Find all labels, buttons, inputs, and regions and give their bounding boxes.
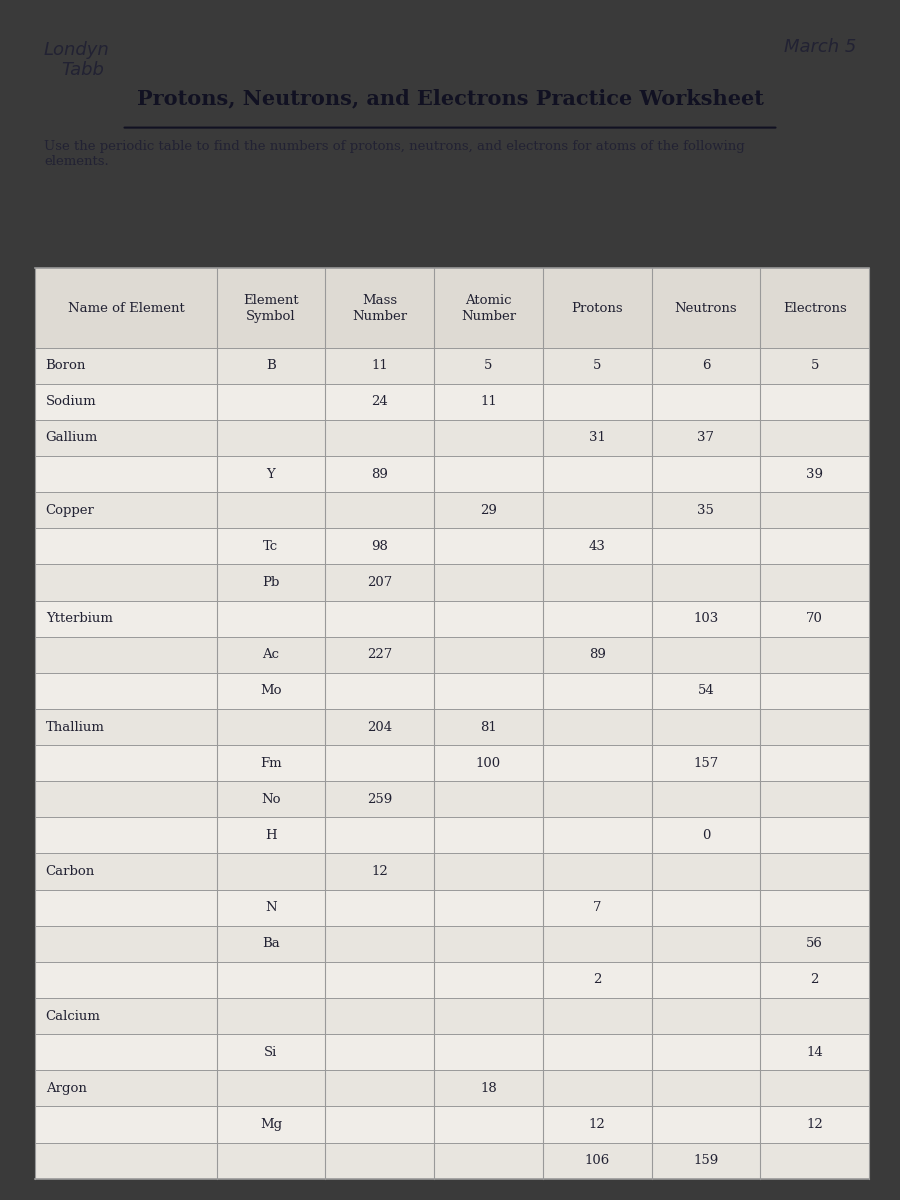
Text: Argon: Argon [46,1082,86,1094]
Bar [35,709,869,745]
Bar [35,962,869,998]
Text: 70: 70 [806,612,824,625]
Text: 159: 159 [693,1154,718,1168]
Text: 11: 11 [480,395,497,408]
Text: Y: Y [266,468,275,480]
Text: 39: 39 [806,468,824,480]
Text: 37: 37 [698,432,715,444]
Text: Mass
Number: Mass Number [352,294,407,323]
Text: Electrons: Electrons [783,301,847,314]
Bar [35,492,869,528]
Text: Tc: Tc [264,540,278,553]
Text: 14: 14 [806,1045,823,1058]
Text: 7: 7 [593,901,601,914]
Text: 6: 6 [702,359,710,372]
Text: 89: 89 [371,468,388,480]
Text: 204: 204 [367,720,392,733]
Text: Carbon: Carbon [46,865,94,878]
Text: Protons: Protons [572,301,623,314]
Text: Mo: Mo [260,684,282,697]
Text: Boron: Boron [46,359,86,372]
Text: 2: 2 [593,973,601,986]
Text: Copper: Copper [46,504,94,517]
Text: B: B [266,359,275,372]
Bar [35,420,869,456]
Bar [35,564,869,600]
Bar [35,817,869,853]
Text: 5: 5 [811,359,819,372]
Text: Neutrons: Neutrons [675,301,737,314]
Bar [35,348,869,384]
Text: N: N [266,901,276,914]
Text: No: No [261,793,281,805]
Text: Tabb: Tabb [61,61,104,79]
Text: 0: 0 [702,829,710,842]
Text: 5: 5 [484,359,492,372]
Text: Name of Element: Name of Element [68,301,184,314]
Text: Thallium: Thallium [46,720,104,733]
Text: Mg: Mg [260,1118,282,1130]
Text: 43: 43 [589,540,606,553]
Bar [35,781,869,817]
Text: Use the periodic table to find the numbers of protons, neutrons, and electrons f: Use the periodic table to find the numbe… [44,140,744,168]
Text: 227: 227 [367,648,392,661]
Bar [35,269,869,348]
Text: 98: 98 [371,540,388,553]
Text: 12: 12 [589,1118,606,1130]
Bar [35,1070,869,1106]
Text: Sodium: Sodium [46,395,96,408]
Text: 18: 18 [480,1082,497,1094]
Text: Fm: Fm [260,757,282,769]
Bar [35,998,869,1034]
Text: 54: 54 [698,684,715,697]
Text: 12: 12 [372,865,388,878]
Text: 259: 259 [367,793,392,805]
Text: 5: 5 [593,359,601,372]
Bar [35,1034,869,1070]
Text: 2: 2 [811,973,819,986]
Text: 12: 12 [806,1118,823,1130]
Text: Calcium: Calcium [46,1009,101,1022]
Text: 31: 31 [589,432,606,444]
Bar [35,456,869,492]
Text: 103: 103 [693,612,718,625]
Text: 24: 24 [372,395,388,408]
Bar [35,1142,869,1178]
Text: Protons, Neutrons, and Electrons Practice Worksheet: Protons, Neutrons, and Electrons Practic… [137,88,763,108]
Text: Element
Symbol: Element Symbol [243,294,299,323]
Bar [35,600,869,637]
Text: Atomic
Number: Atomic Number [461,294,516,323]
Text: Ytterbium: Ytterbium [46,612,112,625]
Bar [35,853,869,889]
Text: Ac: Ac [263,648,279,661]
Text: H: H [266,829,276,842]
Text: Londyn: Londyn [44,42,110,60]
Bar [35,269,869,1178]
Text: 106: 106 [584,1154,610,1168]
Text: 100: 100 [476,757,501,769]
Text: 81: 81 [480,720,497,733]
Text: March 5: March 5 [784,38,856,56]
Bar [35,1106,869,1142]
Text: 29: 29 [480,504,497,517]
Bar [35,528,869,564]
Text: Si: Si [265,1045,277,1058]
Bar [35,925,869,962]
Bar [35,637,869,673]
Text: 207: 207 [367,576,392,589]
Bar [35,384,869,420]
Text: 35: 35 [698,504,715,517]
Text: 157: 157 [693,757,718,769]
Bar [35,673,869,709]
Text: Ba: Ba [262,937,280,950]
Bar [35,745,869,781]
Bar [35,889,869,925]
Text: 11: 11 [372,359,388,372]
Text: Pb: Pb [262,576,280,589]
Text: Gallium: Gallium [46,432,98,444]
Text: 89: 89 [589,648,606,661]
Text: 56: 56 [806,937,824,950]
